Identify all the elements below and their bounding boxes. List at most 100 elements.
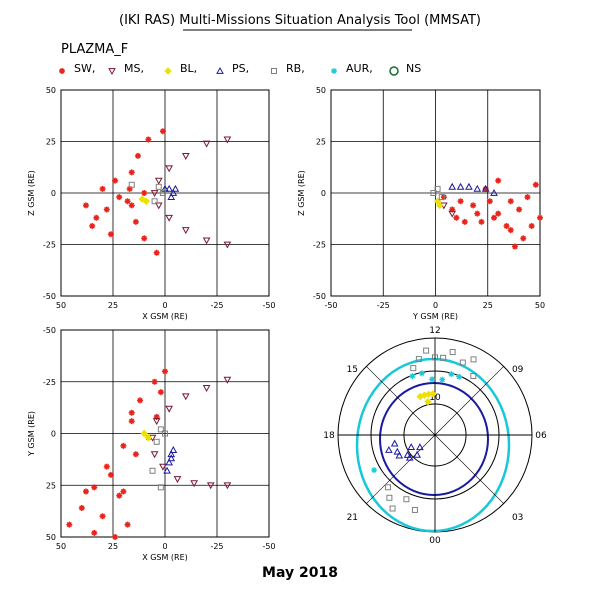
- data-point: [434, 185, 441, 192]
- x-tick-label: 25: [108, 301, 118, 310]
- series-rb: [430, 185, 445, 201]
- polar-data-point: [403, 496, 410, 503]
- polar-data-point: [390, 439, 399, 447]
- polar-series-rb: [384, 347, 477, 513]
- legend-marker-1: [108, 68, 116, 76]
- data-point: [202, 385, 211, 392]
- data-point: [151, 378, 158, 385]
- x-tick-label: 25: [483, 301, 493, 310]
- polar-data-point: [448, 371, 455, 378]
- data-point: [112, 177, 119, 184]
- data-point: [132, 451, 139, 458]
- data-point: [99, 185, 106, 192]
- polar-data-point: [449, 348, 456, 355]
- mlt-label: 09: [512, 365, 524, 375]
- x-tick-label: -50: [262, 542, 275, 551]
- polar-data-point: [429, 390, 437, 398]
- data-point: [503, 222, 510, 229]
- x-tick-label: 0: [162, 301, 167, 310]
- polar-mlt-plot: 12 09 06 03 00 21 18 15 10: [323, 326, 547, 546]
- data-point: [524, 194, 531, 201]
- data-point: [169, 446, 178, 453]
- data-point: [144, 433, 153, 442]
- data-point: [481, 184, 490, 192]
- polar-series-bl: [416, 390, 437, 406]
- polar-data-point: [429, 376, 436, 383]
- data-point: [478, 218, 485, 225]
- legend-label-3: PS,: [232, 62, 249, 75]
- data-point: [202, 140, 211, 148]
- x-tick-label: -25: [377, 301, 390, 310]
- y-axis-label: Z GSM (RE): [297, 170, 306, 216]
- data-point: [165, 165, 174, 173]
- data-point: [162, 430, 168, 437]
- x-tick-label: 25: [108, 542, 118, 551]
- y-tick-label: 50: [46, 86, 56, 95]
- data-point: [528, 222, 535, 229]
- y-axis-label: Z GSM (RE): [27, 170, 36, 216]
- series-sw: [440, 177, 543, 250]
- series-ms: [150, 136, 232, 249]
- data-point: [154, 177, 163, 185]
- data-point: [169, 188, 178, 196]
- polar-data-point: [416, 392, 424, 401]
- y-tick-label: 0: [51, 189, 56, 198]
- polar-data-point: [432, 354, 438, 361]
- y-tick-label: -25: [43, 241, 56, 250]
- data-point: [167, 450, 176, 458]
- polar-data-point: [409, 373, 416, 380]
- data-point: [107, 471, 114, 478]
- data-point: [495, 210, 502, 217]
- x-tick-label: -50: [262, 301, 275, 310]
- data-point: [495, 177, 502, 184]
- data-point: [99, 513, 106, 520]
- data-point: [474, 210, 481, 217]
- data-point: [435, 201, 444, 210]
- polar-data-point: [405, 453, 414, 461]
- legend-label-2: BL,: [180, 62, 197, 75]
- data-point: [532, 181, 539, 188]
- mlt-label: 15: [347, 365, 358, 375]
- polar-data-point: [411, 506, 418, 513]
- polar-data-point: [389, 505, 396, 512]
- mlt-label: 21: [347, 513, 358, 523]
- legend-marker-3: [216, 66, 224, 74]
- data-point: [145, 136, 152, 143]
- legend-label-5: AUR,: [346, 62, 373, 75]
- series-ps: [163, 446, 178, 474]
- data-point: [165, 214, 174, 222]
- data-point: [163, 466, 171, 474]
- polar-data-point: [456, 373, 463, 380]
- legend-marker-4: [271, 68, 277, 74]
- data-point: [82, 202, 89, 209]
- data-point: [128, 202, 135, 209]
- polar-data-point: [418, 370, 425, 377]
- data-point: [103, 206, 110, 213]
- panel-2: -50 -25 0 25 50 50 25 0 -25 -50 Y GSM (RE) Z GSM (R…: [297, 86, 545, 321]
- data-point: [157, 426, 164, 433]
- data-point: [82, 488, 89, 495]
- data-point: [461, 218, 468, 225]
- series-bl: [138, 195, 150, 205]
- legend-label-6: NS: [406, 62, 421, 75]
- data-point: [157, 389, 164, 396]
- mlt-radial-line: [366, 366, 436, 436]
- x-axis-label: X GSM (RE): [142, 312, 188, 321]
- series-ps: [448, 182, 498, 196]
- mlt-radial-line: [366, 434, 436, 504]
- polar-data-point: [439, 376, 446, 383]
- data-point: [153, 438, 160, 445]
- data-point: [482, 185, 489, 192]
- series-rb: [128, 181, 166, 205]
- polar-data-point: [386, 494, 393, 501]
- data-point: [490, 188, 498, 196]
- data-point: [124, 521, 131, 528]
- y-tick-label: -50: [313, 292, 326, 301]
- data-point: [134, 152, 141, 159]
- legend-marker-6: [389, 66, 399, 76]
- data-point: [155, 183, 162, 190]
- polar-data-point: [371, 467, 378, 474]
- y-tick-label: 25: [46, 481, 56, 490]
- data-point: [181, 393, 190, 401]
- y-tick-label: -25: [313, 241, 326, 250]
